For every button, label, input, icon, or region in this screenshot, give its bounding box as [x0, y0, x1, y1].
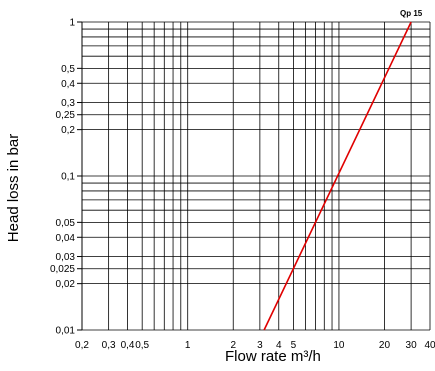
- series-layer: Qp 15: [263, 9, 423, 331]
- x-tick-label: 0,2: [75, 340, 89, 351]
- y-tick-label: 0,01: [56, 326, 76, 337]
- x-tick-label: 0,4: [121, 340, 135, 351]
- y-tick-label: 0,3: [61, 98, 75, 109]
- y-tick-label: 0,2: [61, 125, 75, 136]
- x-tick-label: 2: [230, 340, 236, 351]
- series-label: Qp 15: [400, 9, 423, 18]
- x-tick-label: 1: [185, 340, 191, 351]
- x-tick-label: 4: [276, 340, 282, 351]
- tick-labels: 0,2 0,3 0,4 0,5 1 2 3 4 5 10 20 30 400,010,020,0250,…: [50, 18, 435, 352]
- x-tick-label: 0,3: [102, 340, 116, 351]
- x-tick-label: 5: [291, 340, 297, 351]
- y-tick-label: 0,4: [61, 79, 75, 90]
- y-tick-label: 0,04: [56, 233, 76, 244]
- x-axis-title: Flow rate m³/h: [225, 348, 321, 365]
- series-line-qp15: [263, 21, 412, 331]
- x-tick-label: 10: [333, 340, 345, 351]
- x-tick-label: 0,5: [135, 340, 149, 351]
- y-tick-label: 0,1: [61, 172, 75, 183]
- x-tick-label: 30: [406, 340, 418, 351]
- y-tick-label: 0,025: [50, 264, 75, 275]
- y-tick-label: 0,05: [56, 218, 76, 229]
- grid: [77, 21, 431, 331]
- x-tick-label: 40: [424, 340, 435, 351]
- y-axis-title: Head loss in bar: [5, 133, 22, 243]
- y-tick-label: 0,02: [56, 279, 76, 290]
- y-tick-label: 0,03: [56, 252, 76, 263]
- x-tick-label: 3: [257, 340, 263, 351]
- y-tick-label: 1: [69, 18, 75, 29]
- y-tick-label: 0,5: [61, 64, 75, 75]
- y-tick-label: 0,25: [56, 110, 76, 121]
- x-tick-label: 20: [379, 340, 391, 351]
